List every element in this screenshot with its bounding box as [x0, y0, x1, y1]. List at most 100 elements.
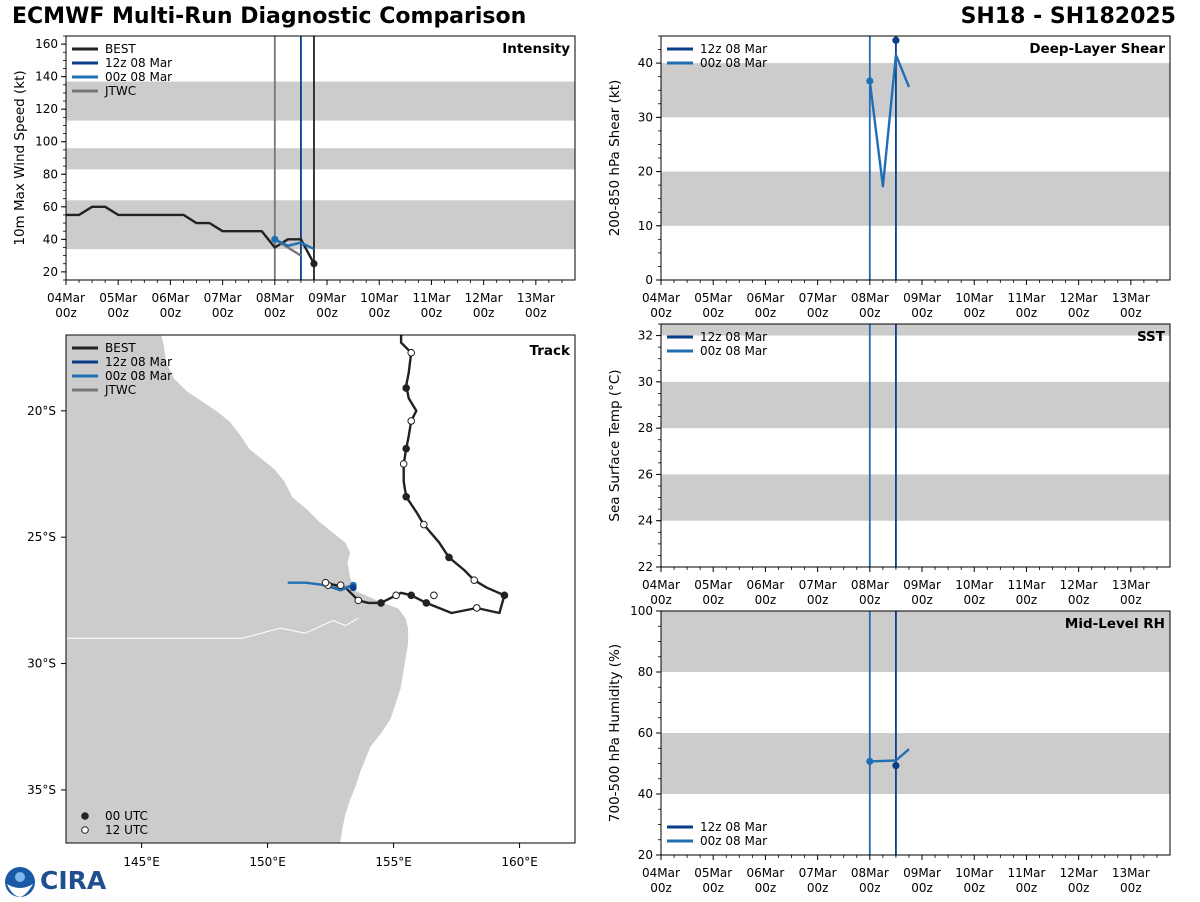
rh-xtick-hour: 00z [1016, 881, 1038, 895]
track-best-marker-9 [500, 591, 509, 600]
sst-xtick-day: 08Mar [851, 578, 889, 592]
rh-ylabel: 700-500 hPa Humidity (%) [607, 644, 623, 822]
intensity-xtick-hour: 00z [368, 306, 390, 320]
intensity-xtick-day: 07Mar [204, 291, 242, 305]
intensity-xtick-day: 08Mar [256, 291, 294, 305]
track-best-marker-2 [407, 417, 416, 425]
track-lat-label: 20°S [27, 404, 56, 418]
sst-xtick-hour: 00z [1068, 593, 1090, 607]
track-legend-label-jtwc: JTWC [104, 383, 136, 397]
intensity-xtick-hour: 00z [316, 306, 338, 320]
figure-title: ECMWF Multi-Run Diagnostic Comparison [12, 4, 527, 29]
shear-ytick-label: 20 [638, 165, 653, 179]
sst-frame [660, 323, 1171, 568]
track-best-line [325, 335, 506, 615]
track-lon-label: 145°E [123, 855, 160, 869]
sst-ytick-label: 28 [638, 421, 653, 435]
shear-panel-title: Deep-Layer Shear [1029, 41, 1165, 57]
track-panel: 145°E 150°E 155°E 160°E 20°S 25°S 30°S 35°S Trac… [27, 334, 576, 869]
sst-legend-label-run12z: 12z 08 Mar [700, 330, 767, 344]
track-best-marker-13 [407, 591, 416, 600]
intensity-ytick-label: 160 [35, 37, 58, 51]
track-best-marker-15 [377, 599, 385, 607]
shear-ytick-label: 10 [638, 219, 653, 233]
track-legend-label-best: BEST [105, 341, 136, 355]
track-legend-label-run00z: 00z 08 Mar [105, 369, 172, 383]
rh-ytick-label: 40 [638, 787, 653, 801]
sst-xtick-day: 04Mar [642, 578, 680, 592]
shear-legend-label-run00z: 00z 08 Mar [700, 56, 767, 70]
intensity-xtick-hour: 00z [55, 306, 77, 320]
rh-ytick-label: 100 [630, 604, 653, 618]
track-best-marker-12 [430, 591, 438, 600]
track-marker-legend-symbol-0 [81, 812, 89, 820]
track-best-marker-17 [336, 581, 345, 590]
intensity-band-1 [66, 148, 575, 170]
sst-ytick-label: 24 [638, 514, 653, 528]
shear-xtick-hour: 00z [807, 306, 829, 320]
intensity-series-best [66, 205, 316, 265]
track-best-marker-8 [470, 576, 479, 584]
rh-legend-label-run00z: 00z 08 Mar [700, 834, 767, 848]
intensity-xtick-day: 12Mar [465, 291, 503, 305]
track-best-marker-19 [321, 578, 330, 587]
shear-xtick-day: 09Mar [903, 291, 941, 305]
shear-marker-run00z-0 [866, 77, 874, 85]
sst-xtick-hour: 00z [755, 593, 777, 607]
shear-xtick-day: 11Mar [1007, 291, 1045, 305]
intensity-xtick-hour: 00z [421, 306, 443, 320]
rh-xtick-hour: 00z [963, 881, 985, 895]
rh-xtick-day: 11Mar [1007, 866, 1045, 880]
intensity-xtick-day: 05Mar [99, 291, 137, 305]
track-marker-legend-label: 00 UTC [105, 809, 148, 823]
sst-xtick-hour: 00z [650, 593, 672, 607]
rh-xtick-hour: 00z [1120, 881, 1142, 895]
storm-id: SH18 - SH182025 [960, 4, 1176, 29]
track-best-marker-5 [402, 492, 410, 501]
rh-xtick-day: 12Mar [1060, 866, 1098, 880]
rh-xtick-hour: 00z [1068, 881, 1090, 895]
state-border [66, 617, 359, 639]
shear-xtick-day: 12Mar [1060, 291, 1098, 305]
rh-panel: 2040608010004Mar00z05Mar00z06Mar00z07Mar… [607, 604, 1171, 895]
track-best-marker-16 [354, 596, 363, 605]
sst-xtick-day: 13Mar [1112, 578, 1150, 592]
rh-xtick-hour: 00z [702, 881, 724, 895]
track-plot-area [66, 335, 509, 843]
cira-logo-text: CIRA [40, 866, 107, 895]
sst-ytick-label: 30 [638, 375, 653, 389]
sst-band-1 [661, 381, 1170, 429]
rh-xtick-day: 07Mar [799, 866, 837, 880]
track-lat-label: 25°S [27, 530, 56, 544]
shear-xtick-day: 04Mar [642, 291, 680, 305]
intensity-legend-label-run12z: 12z 08 Mar [105, 56, 172, 70]
intensity-marker-run00z-0 [271, 235, 279, 243]
intensity-ytick-label: 40 [43, 232, 58, 246]
track-panel-title: Track [530, 343, 571, 359]
shear-band-0 [661, 171, 1170, 226]
sst-xtick-hour: 00z [911, 593, 933, 607]
intensity-ytick-label: 20 [43, 265, 58, 279]
track-marker-legend-label: 12 UTC [105, 823, 148, 837]
sst-band-0 [661, 474, 1170, 521]
sst-xtick-hour: 00z [807, 593, 829, 607]
intensity-panel-title: Intensity [502, 41, 570, 57]
track-best-marker-0 [407, 348, 416, 357]
track-frame [65, 334, 576, 844]
intensity-ytick-label: 60 [43, 200, 58, 214]
intensity-xtick-day: 11Mar [412, 291, 450, 305]
rh-xtick-day: 10Mar [955, 866, 993, 880]
rh-legend-label-run12z: 12z 08 Mar [700, 820, 767, 834]
track-best-marker-3 [402, 444, 410, 453]
sst-band-2 [661, 324, 1170, 336]
rh-xtick-hour: 00z [650, 881, 672, 895]
shear-panel: 01020304004Mar00z05Mar00z06Mar00z07Mar00… [607, 35, 1171, 320]
intensity-xtick-hour: 00z [212, 306, 234, 320]
rh-xtick-hour: 00z [859, 881, 881, 895]
shear-xtick-hour: 00z [859, 306, 881, 320]
shear-ytick-label: 30 [638, 110, 653, 124]
sst-xtick-day: 11Mar [1007, 578, 1045, 592]
sst-ytick-label: 26 [638, 467, 653, 481]
track-best-marker-1 [402, 384, 410, 392]
